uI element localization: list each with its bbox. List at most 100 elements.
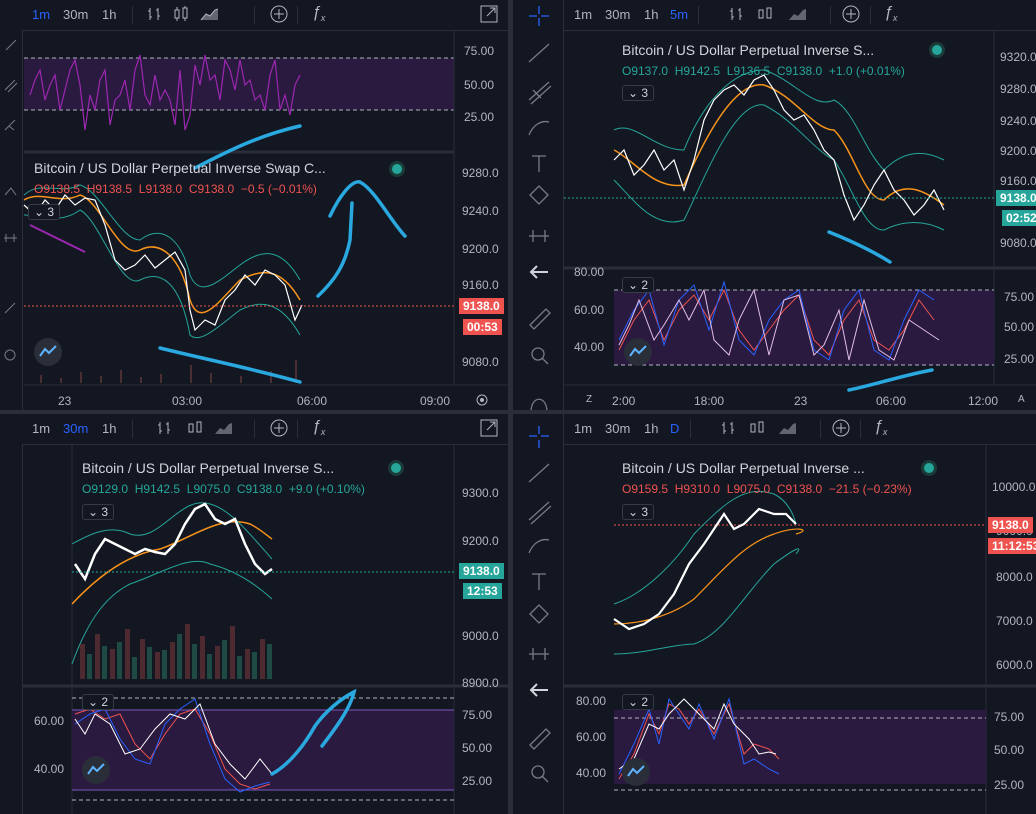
price-axis-label: 9080.0: [462, 355, 499, 369]
osc-axis-right: 25.00: [462, 774, 493, 788]
chart-toolbar: 1m 30m 1h ƒx: [22, 414, 508, 445]
tradingview-logo[interactable]: [624, 338, 652, 366]
bar-style-icon[interactable]: [156, 419, 174, 437]
rsi-axis-75: 75.00: [464, 44, 495, 58]
time-axis-label: 23: [794, 394, 808, 408]
trendline-icon: [528, 463, 550, 483]
price-axis-label: 9240.0: [1000, 114, 1036, 128]
price-axis-label: 9000.0: [462, 629, 499, 643]
chart-panel-bottom-left: 1m 30m 1h ƒx: [0, 414, 508, 814]
osc-axis-left: 40.00: [574, 340, 605, 354]
indicators-toggle[interactable]: ⌄ 2: [622, 694, 655, 710]
market-status-dot[interactable]: [392, 164, 402, 174]
chart-panel-bottom-right: 1m 30m 1h D ƒx Bitcoin / US Dollar Perpe…: [564, 414, 1036, 814]
tradingview-logo[interactable]: [82, 756, 110, 784]
osc-axis-left: 80.00: [576, 694, 607, 708]
countdown-badge: 12:53: [463, 583, 502, 599]
indicators-toggle[interactable]: ⌄ 3: [82, 504, 115, 520]
timeframe-1m[interactable]: 1m: [32, 421, 51, 436]
timeframe-1h[interactable]: 1h: [644, 421, 659, 436]
timeframe-30m[interactable]: 30m: [63, 7, 89, 22]
ruler-icon: [529, 728, 551, 750]
timeframe-1h[interactable]: 1h: [102, 7, 117, 22]
timeframe-d[interactable]: D: [670, 421, 680, 436]
bar-style-icon[interactable]: [146, 5, 164, 23]
measure-icon: [529, 230, 549, 242]
compare-icon[interactable]: [832, 419, 850, 437]
tradingview-logo[interactable]: [34, 338, 62, 366]
fx-icon[interactable]: ƒx: [874, 418, 888, 438]
candles-icon[interactable]: [748, 419, 766, 437]
timeframe-30m[interactable]: 30m: [605, 421, 631, 436]
fullscreen-icon[interactable]: [480, 419, 498, 437]
timezone-button[interactable]: Z: [586, 394, 593, 405]
pattern-icon: [529, 604, 549, 624]
timeframe-1m[interactable]: 1m: [32, 7, 51, 22]
price-chart: [22, 444, 508, 814]
market-status-dot[interactable]: [391, 463, 401, 473]
indicators-toggle[interactable]: ⌄ 3: [622, 85, 655, 101]
bar-style-icon[interactable]: [720, 419, 738, 437]
timeframe-1m[interactable]: 1m: [574, 421, 593, 436]
price-axis-label: 6000.0: [996, 658, 1033, 672]
chart-title: Bitcoin / US Dollar Perpetual Inverse S.…: [82, 460, 335, 476]
last-price-badge: 9138.0: [988, 517, 1033, 533]
fullscreen-icon[interactable]: [480, 5, 498, 23]
market-status-dot[interactable]: [924, 463, 934, 473]
chart-toolbar: 1m 30m 1h ƒx: [22, 0, 508, 31]
timeframe-1m[interactable]: 1m: [574, 7, 593, 22]
time-axis-label: 23: [58, 394, 72, 408]
area-icon[interactable]: [788, 5, 806, 23]
indicators-toggle[interactable]: ⌄ 2: [82, 694, 115, 710]
price-chart: [23, 124, 454, 384]
settings-gear-icon[interactable]: [474, 392, 492, 410]
auto-scale-button[interactable]: A: [1018, 394, 1025, 405]
osc-axis-left: 80.00: [574, 265, 605, 279]
osc-axis-left: 60.00: [34, 714, 65, 728]
timeframe-30m[interactable]: 30m: [605, 7, 631, 22]
compare-icon[interactable]: [270, 419, 288, 437]
price-axis-label: 9280.0: [462, 166, 499, 180]
osc-axis-left: 60.00: [574, 303, 605, 317]
fx-icon[interactable]: ƒx: [312, 418, 326, 438]
area-icon[interactable]: [778, 419, 796, 437]
indicators-toggle[interactable]: ⌄ 2: [622, 277, 655, 293]
area-icon[interactable]: [214, 419, 232, 437]
area-icon[interactable]: [200, 5, 218, 23]
last-price-badge: 9138.0: [996, 190, 1036, 206]
magnet-icon: [530, 398, 548, 413]
price-axis-label: 9300.0: [462, 486, 499, 500]
left-toolbar: [0, 414, 23, 814]
candles-icon[interactable]: [756, 5, 774, 23]
timeframe-1h[interactable]: 1h: [102, 421, 117, 436]
price-axis-label: 8900.0: [462, 676, 499, 690]
drawing-toolbar: [512, 0, 564, 814]
osc-axis-right: 75.00: [462, 708, 493, 722]
timeframe-5m[interactable]: 5m: [670, 7, 689, 22]
time-axis-label: 2:00: [612, 394, 636, 408]
time-axis-label: 06:00: [297, 394, 328, 408]
candles-icon[interactable]: [172, 5, 190, 23]
price-chart: [564, 444, 1036, 814]
indicators-toggle[interactable]: ⌄ 3: [622, 504, 655, 520]
timeframe-30m[interactable]: 30m: [63, 421, 89, 436]
indicators-toggle[interactable]: ⌄ 3: [28, 204, 61, 220]
candles-icon[interactable]: [186, 419, 204, 437]
price-axis-label: 9160.0: [1000, 174, 1036, 188]
chart-title: Bitcoin / US Dollar Perpetual Inverse ..…: [622, 460, 865, 476]
left-toolbar: [0, 0, 23, 410]
fx-icon[interactable]: ƒx: [312, 4, 326, 24]
tradingview-logo[interactable]: [622, 758, 650, 786]
fx-icon[interactable]: ƒx: [884, 4, 898, 24]
compare-icon[interactable]: [270, 5, 288, 23]
last-price-badge: 9138.0: [459, 563, 504, 579]
market-status-dot[interactable]: [932, 45, 942, 55]
volume-bars: [40, 360, 297, 383]
left-tools-icons[interactable]: [0, 0, 22, 410]
timeframe-1h[interactable]: 1h: [644, 7, 659, 22]
zoom-icon: [531, 347, 545, 361]
rsi-pane: [24, 30, 508, 386]
ohlc-values: O9129.0 H9142.5 L9075.0 C9138.0 +9.0 (+0…: [82, 482, 365, 496]
bar-style-icon[interactable]: [728, 5, 746, 23]
compare-icon[interactable]: [842, 5, 860, 23]
